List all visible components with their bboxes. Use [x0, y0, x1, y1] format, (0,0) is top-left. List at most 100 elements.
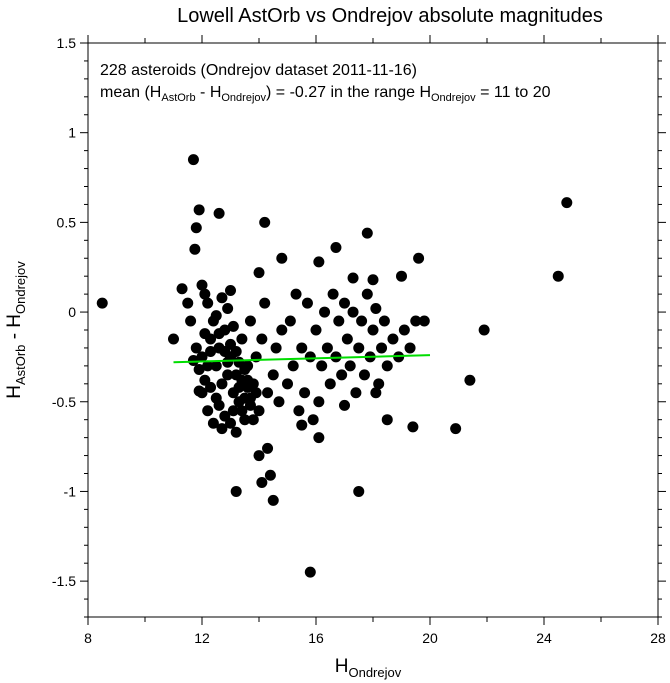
data-point: [398, 324, 410, 336]
y-tick-label: 0.5: [57, 214, 77, 230]
data-point: [361, 227, 373, 239]
data-point: [264, 469, 276, 481]
data-point: [336, 369, 348, 381]
data-point: [210, 360, 222, 372]
data-point: [282, 378, 293, 390]
data-point: [239, 363, 251, 375]
data-point: [189, 243, 201, 255]
data-point: [378, 315, 390, 327]
data-point: [344, 360, 356, 372]
data-point: [478, 324, 490, 336]
data-point: [347, 272, 359, 284]
data-point: [259, 297, 271, 309]
annotation-sub-3: Ondrejov: [431, 92, 476, 104]
data-point: [222, 356, 234, 368]
data-point: [339, 297, 350, 309]
scatter-points: [96, 154, 573, 578]
y-tick-label: -0.5: [52, 394, 76, 410]
data-point: [313, 396, 325, 408]
data-point: [256, 333, 268, 345]
data-point: [196, 279, 208, 291]
chart-title: Lowell AstOrb vs Ondrejov absolute magni…: [177, 5, 603, 27]
data-point: [262, 387, 274, 399]
data-point: [216, 292, 228, 304]
data-point: [96, 297, 108, 309]
data-point: [296, 419, 308, 431]
x-axis-ticks: 8 12 16 20 24 28: [84, 35, 666, 646]
data-point: [227, 320, 239, 332]
x-tick-label: 20: [422, 630, 438, 646]
data-point: [222, 369, 234, 381]
data-point: [216, 378, 228, 390]
annotation-line-1: 228 asteroids (Ondrejov dataset 2011-11-…: [100, 62, 417, 79]
data-point: [552, 270, 564, 282]
y-axis-label-middle: - H: [4, 314, 25, 345]
data-point: [407, 421, 419, 433]
data-point: [176, 283, 188, 295]
mean-fit-line: [173, 354, 431, 364]
y-axis-label-main: H: [4, 385, 25, 399]
data-point: [202, 360, 214, 372]
data-point: [230, 346, 242, 358]
x-tick-label: 24: [536, 630, 552, 646]
data-point: [293, 405, 305, 417]
data-point: [216, 423, 228, 435]
data-point: [370, 302, 382, 314]
data-point: [396, 270, 407, 282]
data-point: [187, 354, 199, 366]
x-tick-label: 16: [308, 630, 324, 646]
data-point: [324, 378, 336, 390]
data-point: [333, 315, 345, 327]
data-point: [370, 387, 382, 399]
x-tick-label: 28: [650, 630, 666, 646]
annotation-part-3: ) = -0.27 in the range H: [266, 84, 431, 101]
annotation-sub-2: Ondrejov: [221, 92, 266, 104]
data-point: [321, 342, 333, 354]
data-point: [222, 302, 234, 314]
data-point: [236, 333, 248, 345]
data-point: [185, 315, 197, 327]
y-tick-label: 1.5: [57, 35, 77, 51]
data-point: [353, 342, 365, 354]
x-axis-label-sub: Ondrejov: [348, 665, 401, 680]
data-point: [262, 442, 274, 454]
data-point: [270, 342, 282, 354]
data-point: [190, 342, 202, 354]
data-point: [307, 414, 319, 426]
x-tick-label: 8: [84, 630, 92, 646]
data-point: [347, 306, 359, 318]
data-point: [168, 333, 179, 345]
annotation-sub-1: AstOrb: [161, 92, 195, 104]
x-tick-label: 12: [194, 630, 210, 646]
data-point: [259, 216, 271, 228]
data-point: [244, 392, 256, 404]
data-point: [299, 387, 311, 399]
data-point: [410, 315, 422, 327]
data-point: [316, 360, 328, 372]
data-point: [253, 405, 265, 417]
data-point: [373, 378, 385, 390]
data-point: [225, 285, 236, 297]
data-point: [190, 222, 202, 234]
data-point: [182, 297, 194, 309]
data-point: [219, 346, 231, 358]
data-point: [202, 405, 214, 417]
data-point: [199, 288, 211, 300]
data-point: [205, 381, 217, 393]
y-axis-label-sub: AstOrb: [13, 345, 28, 385]
data-point: [464, 374, 476, 386]
data-point: [196, 387, 208, 399]
y-tick-label: -1: [64, 483, 77, 499]
data-point: [276, 324, 288, 336]
data-point: [358, 369, 370, 381]
data-point: [313, 256, 325, 268]
data-point: [267, 494, 279, 506]
data-point: [276, 252, 288, 264]
data-point: [310, 324, 322, 336]
annotation-line-2: mean (HAstOrb - HOndrejov) = -0.27 in th…: [100, 84, 551, 104]
data-point: [253, 450, 265, 462]
data-point: [296, 342, 308, 354]
data-point: [193, 204, 205, 216]
data-point: [225, 417, 236, 429]
data-point: [361, 288, 373, 300]
